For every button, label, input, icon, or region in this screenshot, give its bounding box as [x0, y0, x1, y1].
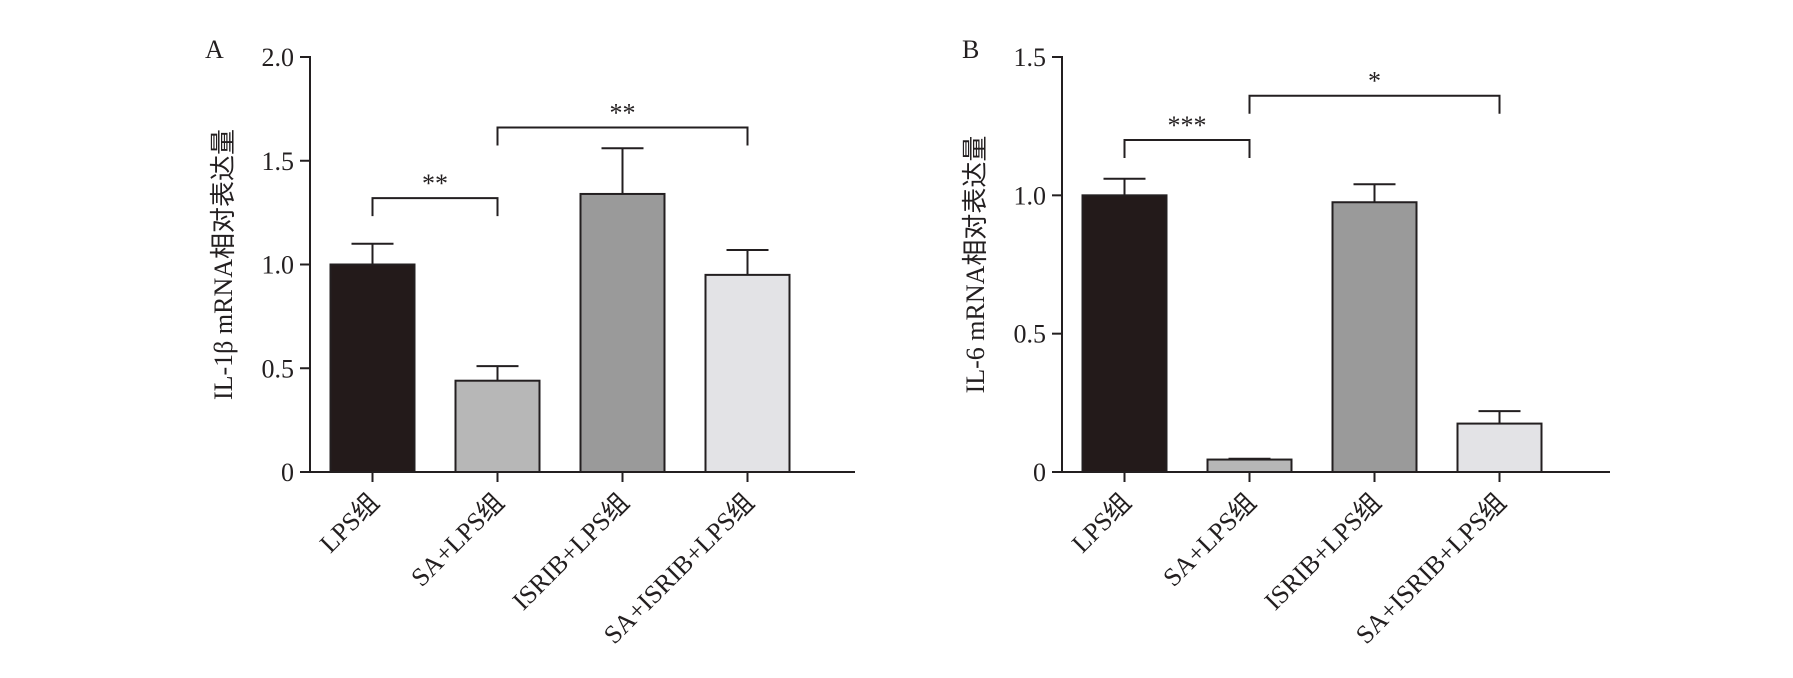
y-tick-label: 2.0	[262, 43, 295, 72]
x-tick-label: LPS组	[1066, 488, 1137, 559]
x-tick-label: ISRIB+LPS组	[507, 488, 635, 616]
y-tick-label: 0.5	[262, 354, 295, 383]
y-axis-label: IL-6 mRNA相对表达量	[961, 136, 990, 394]
bar	[579, 192, 666, 473]
y-tick-label: 1.5	[1014, 43, 1047, 72]
bar	[1456, 422, 1543, 474]
significance-bracket	[1123, 139, 1251, 158]
x-tick-label: SA+LPS组	[405, 488, 509, 592]
significance-bracket	[1248, 94, 1501, 114]
y-tick-label: 1.5	[262, 147, 295, 176]
y-tick-label: 1.0	[1014, 181, 1047, 210]
bar	[1206, 458, 1293, 473]
y-tick-label: 0.5	[1014, 320, 1047, 349]
panel-b: B IL-6 mRNA相对表达量 0 0.5 1.0 1.5 LPS组 SA+LPS组ISRI…	[961, 35, 1610, 650]
panel-label: A	[205, 35, 224, 64]
significance-label: **	[610, 99, 636, 128]
bar	[1081, 194, 1168, 473]
x-tick-label: LPS组	[314, 488, 385, 559]
y-tick-label: 0	[1033, 458, 1046, 487]
significance-label: ***	[1168, 111, 1207, 140]
panel-a: A IL-1β mRNA相对表达量 0 0.5 1.0 1.5 2.0 LPS组 SA+LPS组…	[205, 35, 855, 650]
x-tick-label: ISRIB+LPS组	[1259, 488, 1387, 616]
significance-label: *	[1368, 67, 1381, 96]
bar	[1331, 201, 1418, 473]
bar	[454, 379, 541, 474]
bar	[704, 273, 791, 473]
x-tick-label: SA+LPS组	[1157, 488, 1261, 592]
y-tick-label: 0	[281, 458, 294, 487]
bar	[329, 263, 416, 473]
y-axis-label: IL-1β mRNA相对表达量	[209, 129, 238, 400]
y-tick-label: 1.0	[262, 251, 295, 280]
significance-bracket	[496, 126, 749, 146]
significance-label: **	[422, 169, 448, 198]
panel-label: B	[962, 35, 979, 64]
significance-bracket	[371, 197, 499, 217]
